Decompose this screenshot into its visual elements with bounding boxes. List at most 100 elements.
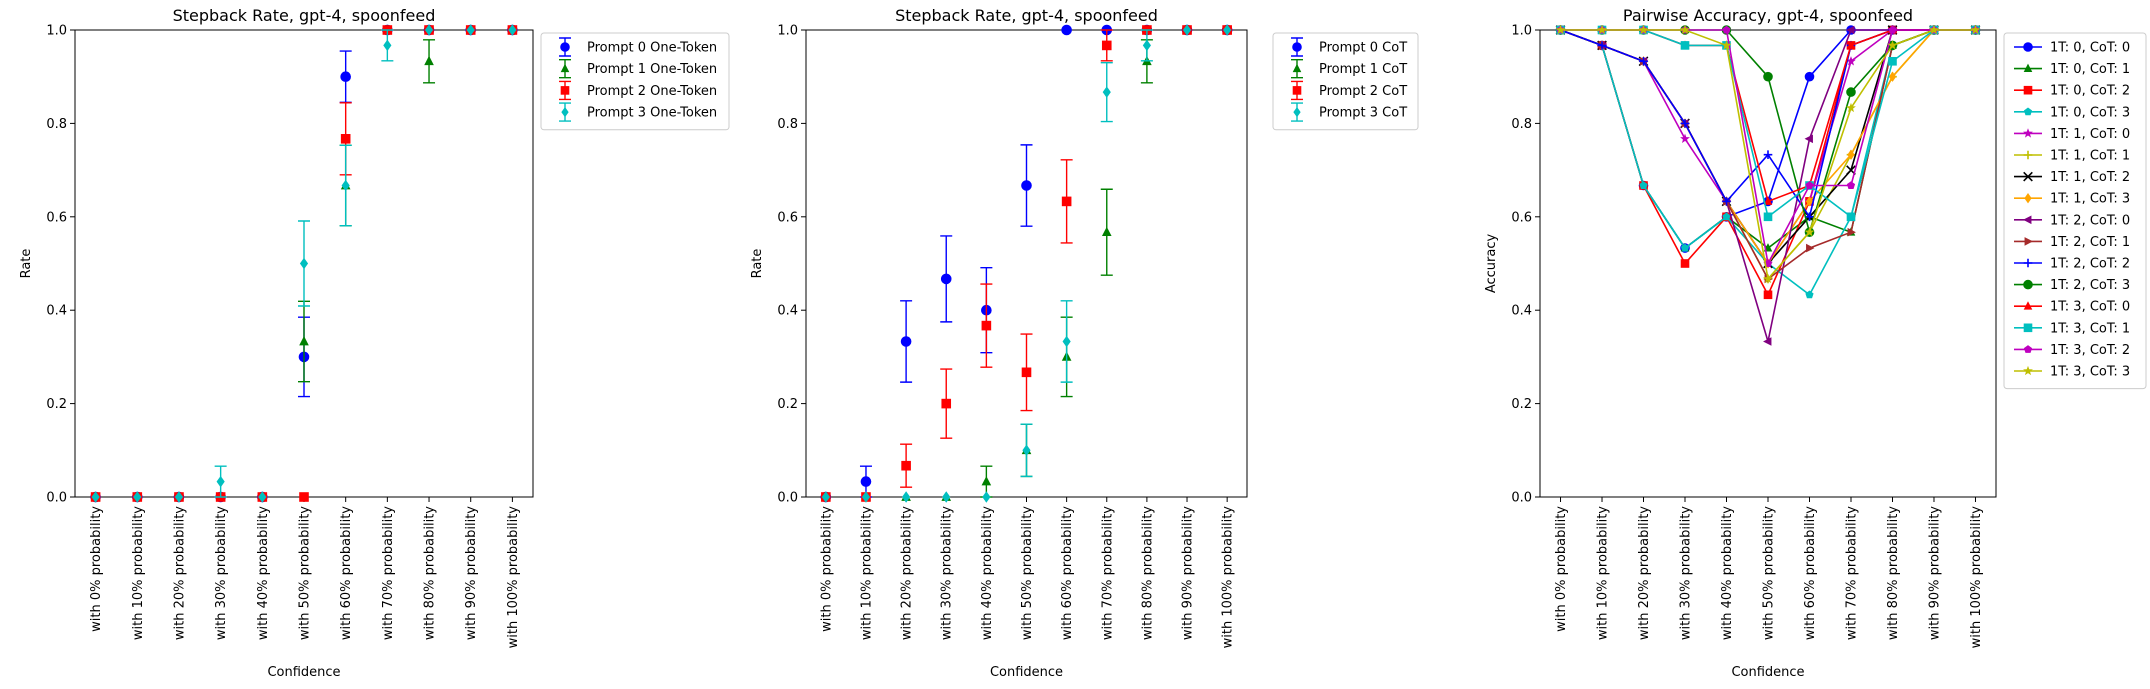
legend-marker bbox=[561, 106, 569, 118]
x-tick-label: with 40% probability bbox=[1720, 506, 1735, 640]
legend-marker bbox=[2023, 171, 2033, 182]
legend-item: 1T: 0, CoT: 2 bbox=[2014, 84, 2130, 99]
x-tick-label: with 80% probability bbox=[1886, 506, 1901, 640]
x-tick-label: with 30% probability bbox=[1679, 506, 1694, 640]
x-tick-label: with 100% probability bbox=[1969, 506, 1984, 649]
y-tick-label: 0.2 bbox=[1511, 397, 1532, 412]
x-axis-label: Confidence bbox=[1731, 665, 1804, 680]
data-point bbox=[1846, 181, 1856, 189]
data-point bbox=[941, 398, 952, 409]
series-15 bbox=[1556, 25, 1980, 267]
data-point bbox=[258, 491, 267, 503]
data-point bbox=[1722, 212, 1731, 221]
legend-marker bbox=[2023, 85, 2033, 95]
legend-item: 1T: 0, CoT: 3 bbox=[2014, 105, 2130, 120]
legend-marker bbox=[2023, 128, 2033, 138]
data-point bbox=[940, 273, 952, 285]
data-point bbox=[1846, 40, 1856, 49]
data-point bbox=[981, 320, 992, 331]
x-tick-label: with 10% probability bbox=[131, 506, 146, 640]
data-point bbox=[1680, 243, 1690, 252]
data-point bbox=[1804, 71, 1815, 82]
y-tick-label: 1.0 bbox=[46, 24, 67, 39]
data-point bbox=[1721, 40, 1732, 50]
data-point bbox=[1639, 181, 1648, 189]
data-point bbox=[1805, 212, 1814, 222]
data-layer bbox=[1555, 24, 1981, 346]
y-tick-label: 0.4 bbox=[46, 304, 67, 319]
data-point bbox=[1804, 227, 1815, 237]
data-point bbox=[1806, 243, 1815, 253]
series-5 bbox=[1555, 24, 1981, 268]
legend-marker bbox=[2023, 301, 2033, 310]
legend-label: 1T: 3, CoT: 1 bbox=[2050, 321, 2130, 336]
x-tick-label: with 0% probability bbox=[1554, 506, 1569, 632]
legend-label: 1T: 0, CoT: 3 bbox=[2050, 105, 2130, 120]
data-point bbox=[900, 336, 912, 347]
y-tick-label: 0.2 bbox=[46, 397, 67, 412]
data-point bbox=[1022, 444, 1031, 457]
data-point bbox=[821, 491, 830, 503]
y-tick-label: 0.8 bbox=[777, 117, 798, 132]
legend-marker bbox=[2023, 63, 2033, 73]
data-point bbox=[1021, 367, 1032, 378]
data-point bbox=[133, 491, 142, 503]
legend-item: 1T: 3, CoT: 3 bbox=[2014, 365, 2130, 380]
y-tick-label: 0.8 bbox=[46, 117, 67, 132]
series-line bbox=[1560, 29, 1976, 219]
legend-item: Prompt 0 CoT bbox=[1291, 37, 1407, 57]
x-tick-label: with 0% probability bbox=[89, 506, 104, 632]
data-point bbox=[174, 491, 184, 503]
series-7 bbox=[1555, 25, 1981, 269]
legend: Prompt 0 CoT Prompt 1 CoT Prompt 2 CoT Prom… bbox=[1272, 32, 1419, 131]
x-tick-label: with 50% probability bbox=[1020, 506, 1035, 640]
legend-label: 1T: 3, CoT: 3 bbox=[2050, 365, 2130, 380]
data-point bbox=[902, 491, 911, 503]
legend-item: Prompt 1 One-Token bbox=[559, 59, 717, 79]
data-point bbox=[1970, 24, 1981, 35]
data-point bbox=[1805, 196, 1814, 207]
legend-label: Prompt 1 One-Token bbox=[587, 62, 717, 77]
x-tick-label: with 100% probability bbox=[1221, 506, 1236, 649]
x-tick-label: with 100% probability bbox=[506, 506, 521, 649]
legend-marker bbox=[560, 86, 570, 95]
legend-item: Prompt 3 One-Token bbox=[559, 102, 717, 122]
x-tick-label: with 0% probability bbox=[819, 506, 834, 632]
x-tick-label: with 80% probability bbox=[1140, 506, 1155, 640]
y-tick-label: 0.4 bbox=[1511, 304, 1532, 319]
legend-frame bbox=[2003, 32, 2147, 390]
legend-marker bbox=[1292, 42, 1302, 52]
legend-item: 1T: 3, CoT: 2 bbox=[2014, 343, 2130, 358]
series-line bbox=[1560, 29, 1976, 265]
data-point bbox=[1763, 71, 1773, 82]
data-point bbox=[1680, 41, 1690, 50]
legend-label: Prompt 3 CoT bbox=[1319, 106, 1407, 121]
data-point bbox=[1680, 119, 1690, 128]
series-14 bbox=[1556, 25, 1980, 222]
y-tick-label: 0.6 bbox=[46, 210, 67, 225]
series-8 bbox=[1556, 24, 1980, 269]
data-point bbox=[466, 24, 475, 36]
data-point bbox=[942, 491, 951, 503]
data-point bbox=[1062, 335, 1071, 348]
x-tick-label: with 40% probability bbox=[980, 506, 995, 640]
data-point bbox=[341, 179, 350, 192]
y-axis-label: Accuracy bbox=[1484, 234, 1499, 294]
x-tick-label: with 30% probability bbox=[940, 506, 955, 640]
series-16 bbox=[1555, 24, 1981, 284]
data-point bbox=[1888, 71, 1897, 82]
legend-marker bbox=[2023, 323, 2033, 333]
data-point bbox=[1722, 25, 1731, 34]
data-point bbox=[1804, 134, 1813, 144]
legend-label: Prompt 1 CoT bbox=[1319, 62, 1407, 77]
data-point bbox=[1888, 25, 1897, 34]
x-tick-label: with 70% probability bbox=[381, 506, 396, 640]
data-point bbox=[91, 491, 100, 503]
legend-marker bbox=[2023, 365, 2033, 376]
data-point bbox=[1888, 56, 1897, 66]
data-point bbox=[861, 491, 871, 503]
data-point bbox=[1680, 24, 1690, 35]
legend-marker bbox=[2024, 193, 2032, 204]
x-tick-label: with 60% probability bbox=[1803, 506, 1818, 640]
legend-label: 1T: 1, CoT: 2 bbox=[2050, 170, 2130, 185]
